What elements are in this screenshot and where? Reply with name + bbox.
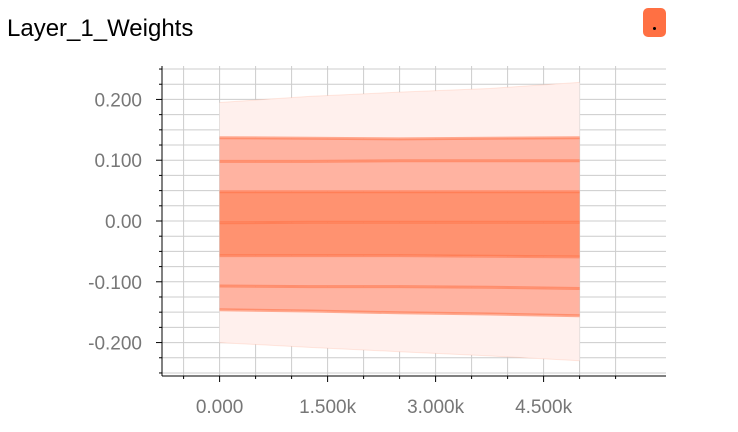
x-tick-label: 0.000	[196, 397, 244, 418]
y-tick-label: -0.200	[88, 334, 142, 355]
band-area	[219, 160, 580, 192]
x-tick-label: 3.000k	[407, 397, 465, 418]
series-line	[219, 220, 580, 225]
y-tick-label: 0.100	[94, 151, 142, 172]
series-line	[219, 308, 580, 318]
series-line	[219, 159, 580, 163]
band-area	[219, 82, 580, 139]
dot-icon	[653, 27, 656, 30]
y-tick-label: -0.100	[88, 273, 142, 294]
band-area	[219, 137, 580, 162]
band-area	[219, 309, 580, 361]
series-line	[219, 81, 580, 103]
band-area	[219, 286, 580, 316]
percentile-lines	[219, 81, 580, 362]
chart-axes	[156, 66, 666, 382]
band-area	[219, 191, 580, 223]
x-tick-label: 4.500k	[515, 397, 573, 418]
x-tick-label: 1.500k	[299, 397, 357, 418]
series-line	[219, 284, 580, 290]
y-tick-label: 0.200	[94, 90, 142, 111]
y-tick-labels: 0.200 0.100 0.00 -0.100 -0.200	[88, 90, 142, 354]
distribution-bands	[219, 82, 580, 361]
y-tick-label: 0.00	[105, 212, 142, 233]
band-area	[219, 255, 580, 289]
series-line	[219, 342, 580, 362]
band-area	[219, 222, 580, 257]
chart-title: Layer_1_Weights	[7, 15, 194, 42]
expand-button[interactable]	[643, 8, 666, 37]
series-line	[219, 254, 580, 259]
series-line	[219, 136, 580, 141]
x-tick-labels: 0.000 1.500k 3.000k 4.500k	[196, 397, 573, 418]
